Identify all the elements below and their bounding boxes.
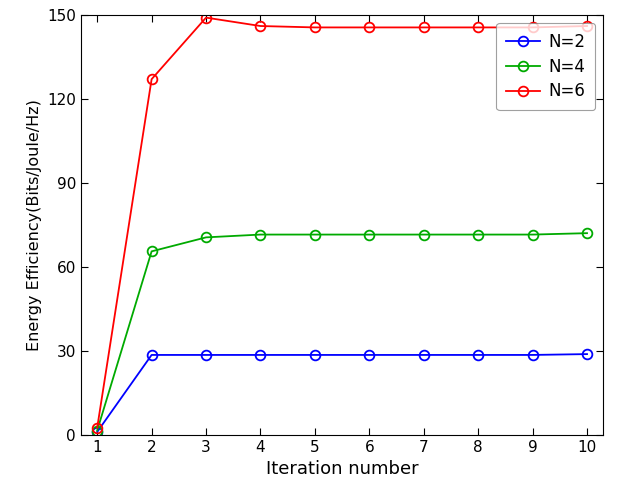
N=4: [475, 232, 482, 238]
N=2: [420, 352, 427, 358]
N=2: [475, 352, 482, 358]
N=4: [148, 248, 156, 254]
N=6: [311, 24, 318, 31]
N=6: [529, 24, 536, 31]
Line: N=2: N=2: [92, 349, 592, 437]
N=2: [311, 352, 318, 358]
N=2: [202, 352, 210, 358]
N=6: [93, 425, 101, 431]
Line: N=4: N=4: [92, 228, 592, 435]
N=4: [257, 232, 264, 238]
N=2: [583, 351, 591, 357]
X-axis label: Iteration number: Iteration number: [266, 460, 419, 478]
N=2: [93, 429, 101, 435]
N=6: [420, 24, 427, 31]
N=4: [366, 232, 373, 238]
N=6: [475, 24, 482, 31]
N=2: [148, 352, 156, 358]
N=4: [583, 230, 591, 236]
N=6: [148, 76, 156, 82]
N=6: [366, 24, 373, 31]
N=4: [420, 232, 427, 238]
N=6: [202, 15, 210, 21]
N=6: [583, 23, 591, 29]
N=2: [529, 352, 536, 358]
N=2: [257, 352, 264, 358]
N=4: [202, 235, 210, 241]
Line: N=6: N=6: [92, 13, 592, 433]
N=2: [366, 352, 373, 358]
N=4: [311, 232, 318, 238]
N=4: [529, 232, 536, 238]
Legend: N=2, N=4, N=6: N=2, N=4, N=6: [496, 23, 595, 111]
Y-axis label: Energy Efficiency(Bits/Joule/Hz): Energy Efficiency(Bits/Joule/Hz): [27, 99, 42, 351]
N=6: [257, 23, 264, 29]
N=4: [93, 428, 101, 434]
